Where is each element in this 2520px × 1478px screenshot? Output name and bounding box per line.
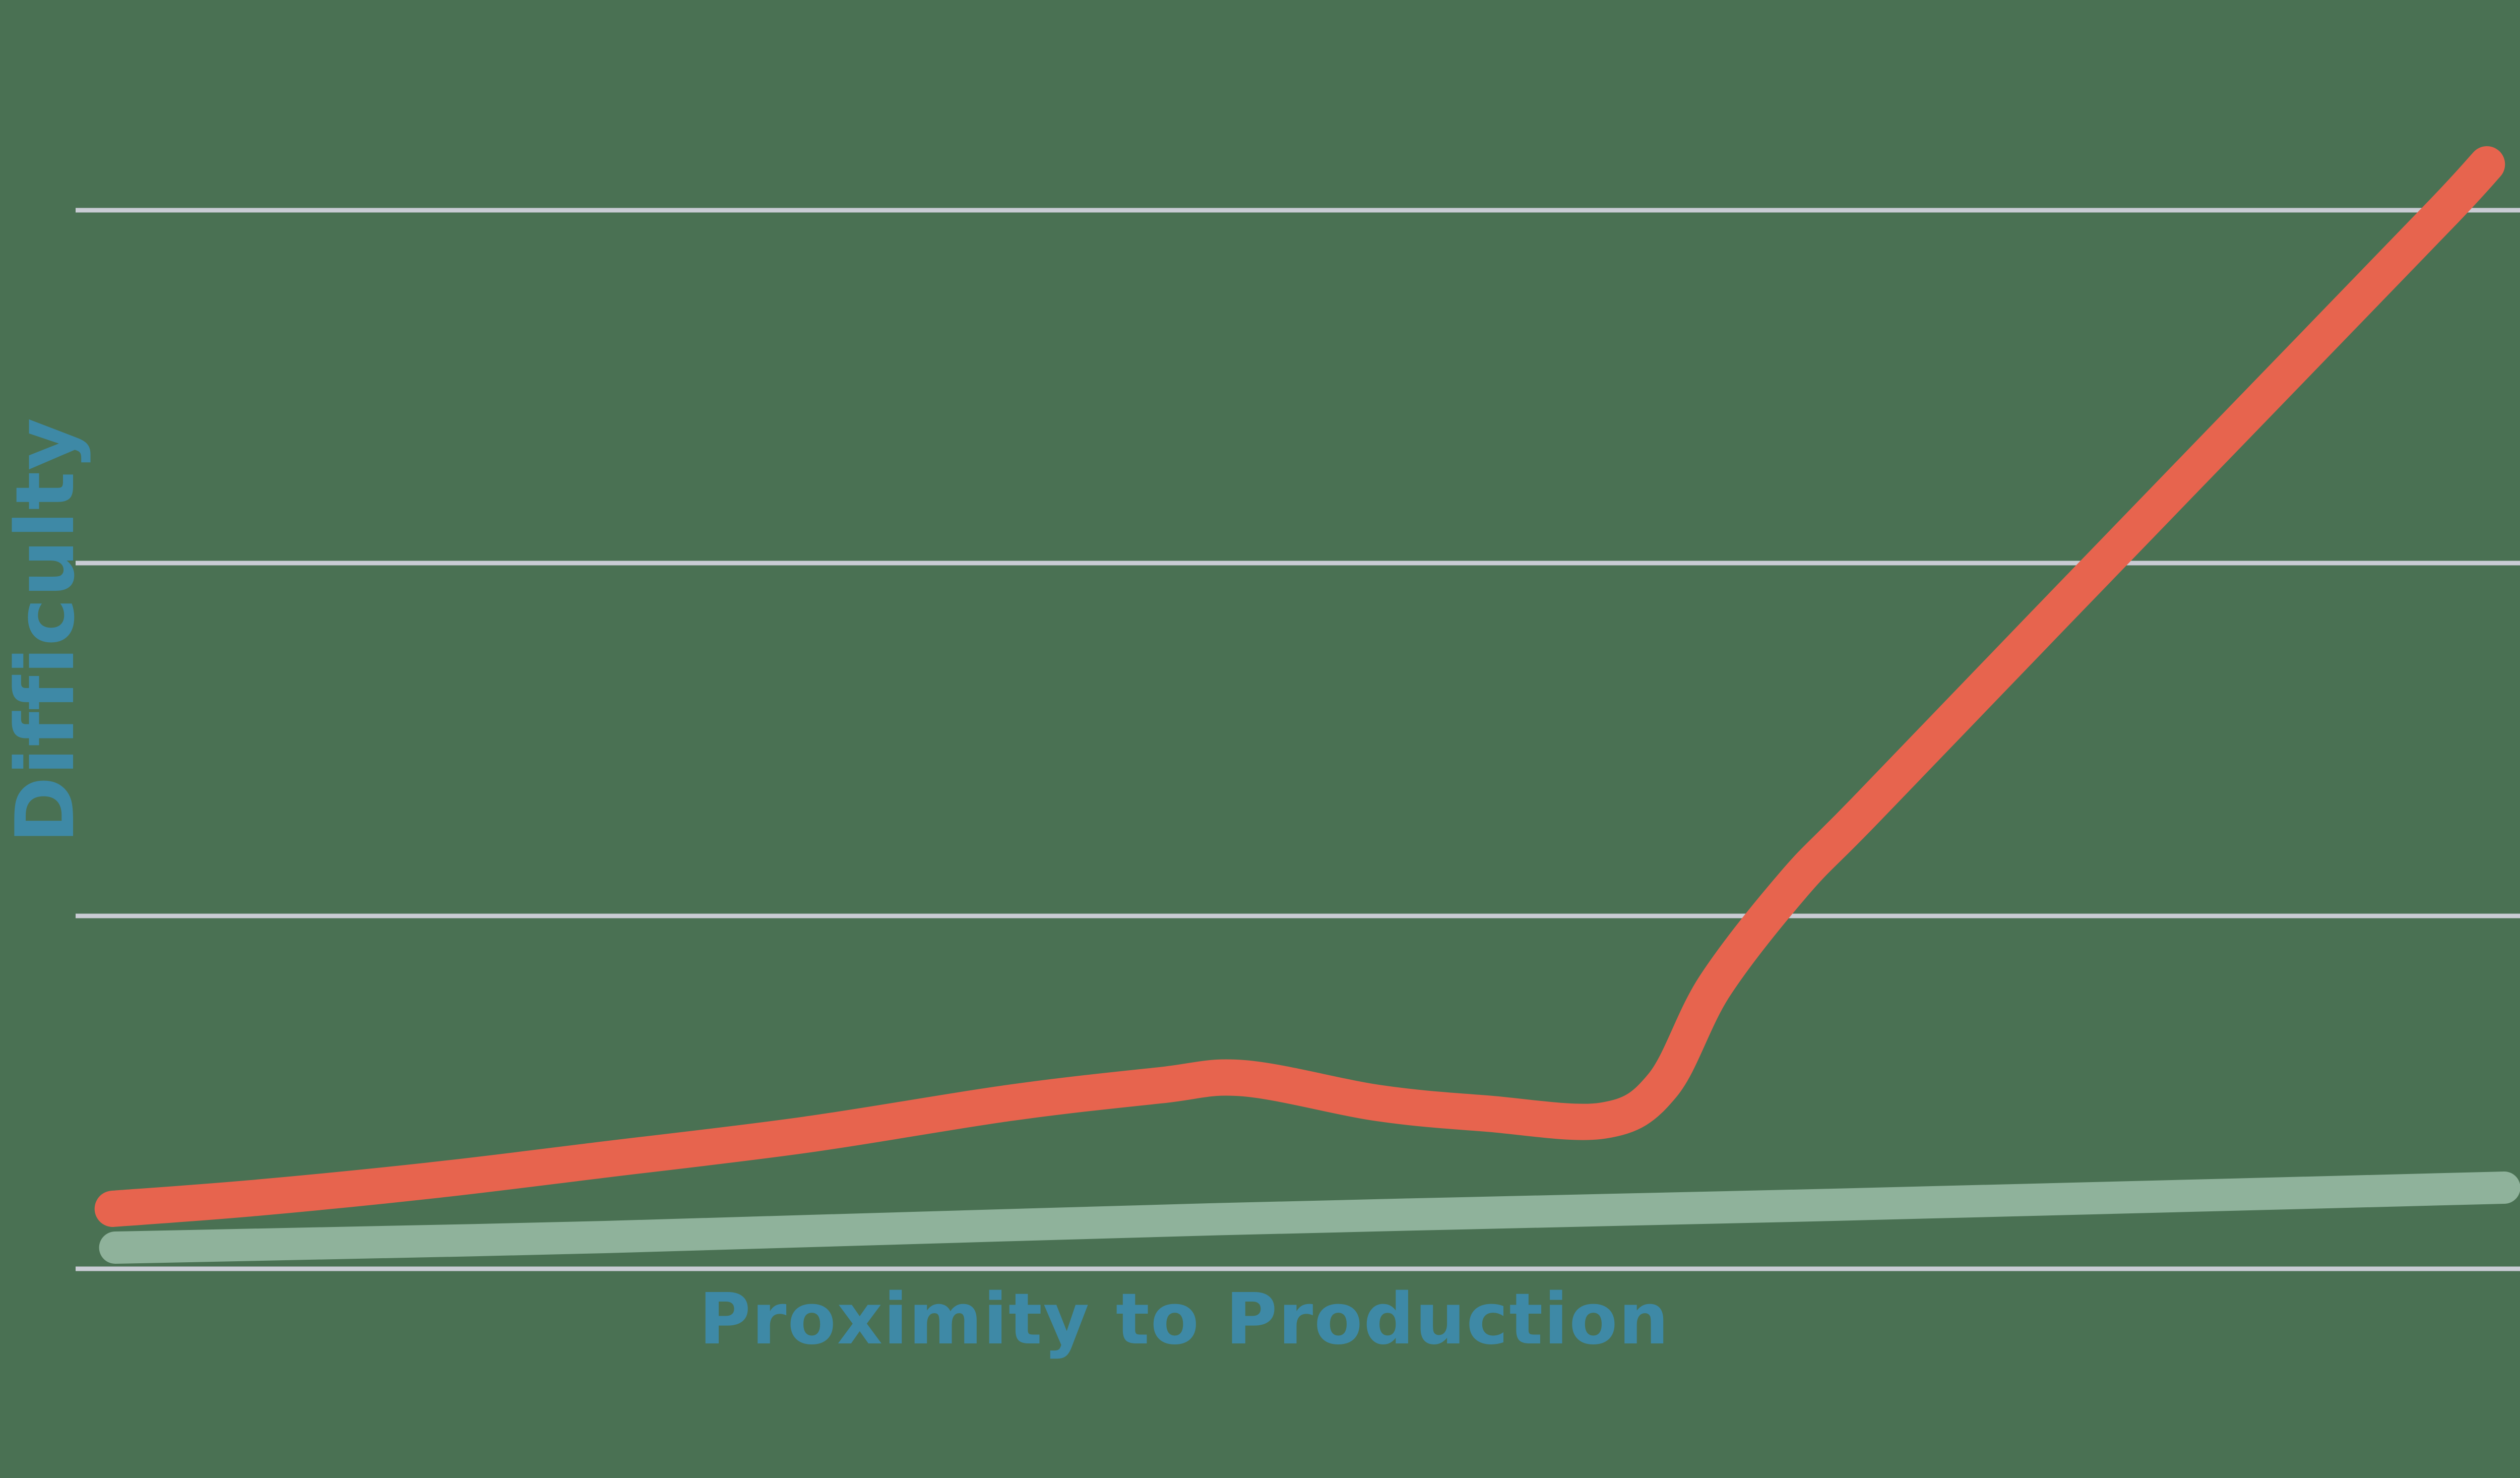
red-series-line <box>94 146 2505 1227</box>
y-axis-label: Difficulty <box>0 417 92 843</box>
gridlines <box>76 208 2520 1271</box>
x-axis-label: Proximity to Production <box>699 1278 1670 1361</box>
green-series-line <box>99 1172 2520 1264</box>
